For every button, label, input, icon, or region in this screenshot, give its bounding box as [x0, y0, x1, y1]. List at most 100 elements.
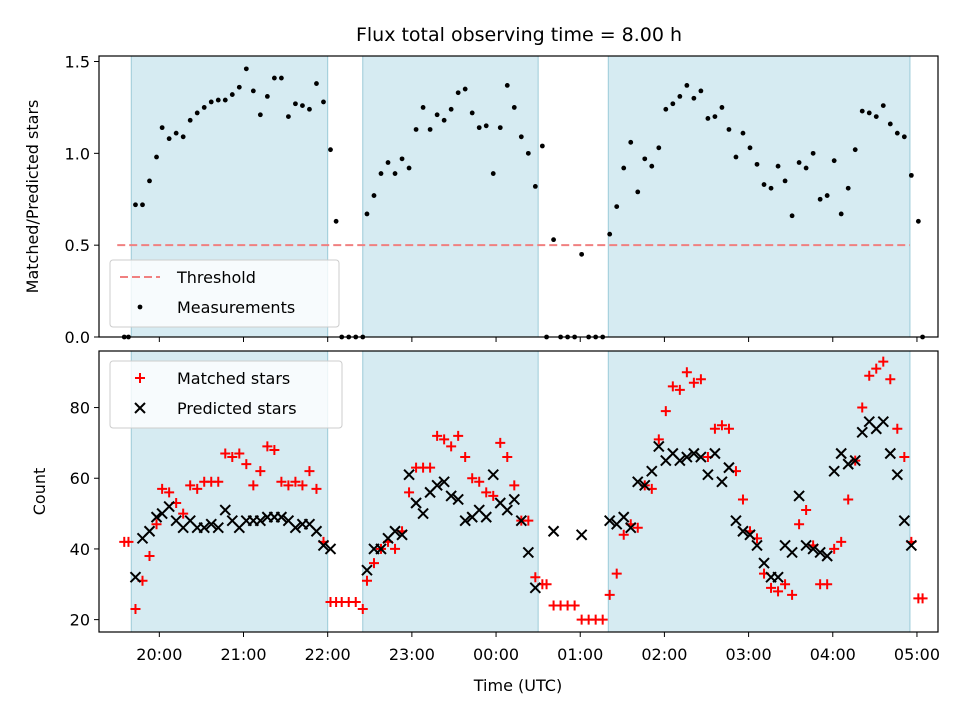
matched-star-marker [667, 381, 678, 392]
matched-star-marker [674, 384, 685, 395]
matched-star-marker [509, 480, 520, 491]
matched-star-marker [368, 558, 379, 569]
matched-star-marker [871, 363, 882, 374]
measurement-point [621, 165, 627, 171]
predicted-star-marker [786, 546, 798, 559]
measurement-point [406, 165, 412, 171]
matched-star-marker [822, 579, 833, 590]
measurement-point [208, 99, 214, 105]
predicted-star-marker [800, 539, 812, 552]
measurement-point [607, 231, 613, 237]
predicted-star-marker [877, 415, 889, 428]
matched-star-marker [604, 589, 615, 600]
measurement-point [712, 114, 718, 120]
measurement-point [845, 185, 851, 191]
predicted-star-marker [842, 458, 854, 470]
measurement-point [635, 189, 641, 195]
predicted-star-marker [143, 525, 156, 537]
matched-star-marker [569, 600, 580, 611]
legend-label: Measurements [177, 298, 295, 317]
matched-star-marker [716, 420, 727, 431]
predicted-star-marker [674, 454, 686, 467]
predicted-star-marker [905, 539, 918, 552]
matched-star-marker [144, 551, 155, 562]
matched-star-marker [737, 494, 748, 505]
measurement-point [133, 202, 138, 208]
measurement-point [677, 94, 683, 99]
matched-star-marker [597, 614, 608, 625]
legend-matched-swatch [135, 373, 145, 383]
predicted-star-marker [849, 454, 861, 467]
measurement-point [483, 123, 489, 129]
legend-label: Threshold [176, 268, 256, 287]
matched-star-marker [390, 543, 401, 554]
measurement-point [504, 82, 510, 88]
predicted-star-marker [688, 447, 700, 460]
measurement-point [392, 171, 398, 176]
matched-star-marker [899, 452, 910, 463]
measurement-point [726, 127, 732, 132]
predicted-star-marker [129, 571, 142, 583]
matched-star-marker [439, 434, 450, 445]
measurement-point [684, 82, 690, 88]
measurement-point [551, 237, 556, 243]
x-tick-label: 05:00 [894, 645, 940, 664]
measurement-point [455, 90, 461, 96]
measurement-point [271, 75, 277, 81]
matched-star-marker [611, 568, 622, 579]
measurement-point [628, 139, 634, 145]
matched-star-marker [801, 505, 812, 516]
predicted-star-marker [898, 514, 911, 527]
predicted-star-marker [219, 504, 231, 516]
measurement-point [293, 101, 298, 107]
measurement-point [663, 106, 669, 112]
measurement-point [364, 211, 370, 217]
measurement-point [733, 154, 739, 160]
predicted-star-marker [375, 543, 387, 555]
matched-star-marker [917, 593, 928, 604]
matched-star-marker [432, 430, 443, 441]
predicted-star-marker [480, 511, 492, 523]
matched-star-marker [502, 452, 513, 463]
predicted-star-marker [653, 440, 665, 453]
matched-star-marker [829, 543, 840, 554]
measurement-point [761, 182, 767, 187]
matched-star-marker [123, 536, 134, 547]
predicted-star-marker [547, 525, 560, 537]
measurement-point [462, 86, 468, 92]
predicted-star-marker [205, 518, 217, 530]
ratio-observing-window [362, 55, 539, 338]
measurement-point [859, 108, 865, 114]
measurement-point [831, 158, 837, 164]
matched-star-marker [843, 494, 854, 505]
predicted-star-marker [431, 479, 443, 492]
predicted-star-marker [603, 514, 616, 527]
matched-star-marker [766, 582, 777, 593]
ratio-observing-window [607, 55, 911, 338]
measurement-point [866, 110, 872, 116]
matched-star-marker [836, 536, 847, 547]
matched-star-marker [488, 490, 499, 501]
matched-star-marker [192, 483, 203, 494]
measurement-point [314, 81, 319, 86]
measurement-point [810, 150, 816, 156]
matched-star-marker [241, 459, 252, 470]
matched-star-marker [541, 579, 552, 590]
predicted-star-marker [403, 469, 415, 481]
x-tick-label: 22:00 [305, 645, 351, 664]
measurement-point [166, 136, 172, 142]
predicted-star-marker [289, 522, 302, 534]
predicted-star-marker [681, 451, 693, 463]
measurement-point [775, 163, 781, 169]
predicted-star-marker [438, 476, 450, 488]
predicted-star-marker [646, 465, 658, 477]
measurement-point [579, 251, 585, 257]
predicted-star-marker [884, 447, 897, 460]
matched-star-marker [350, 596, 361, 607]
matched-star-marker [453, 430, 464, 441]
matched-star-marker [404, 487, 415, 498]
predicted-star-marker [695, 451, 707, 463]
predicted-star-marker [835, 447, 847, 460]
measurement-point [441, 117, 447, 123]
predicted-star-marker [389, 525, 401, 537]
